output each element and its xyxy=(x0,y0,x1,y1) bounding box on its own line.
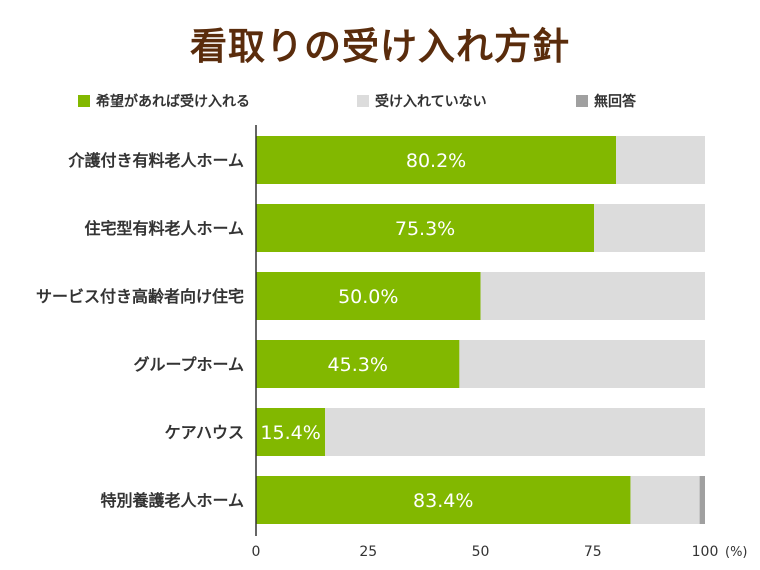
chart-title: 看取りの受け入れ方針 xyxy=(190,25,570,68)
bar-not-accept xyxy=(630,476,700,524)
legend: 希望があれば受け入れる 受け入れていない 無回答 xyxy=(0,91,760,111)
data-label: 75.3% xyxy=(395,218,455,240)
data-label: 45.3% xyxy=(328,354,388,376)
bar-accept xyxy=(256,476,631,524)
x-tick-label: 75 xyxy=(584,544,602,560)
bar-accept xyxy=(256,408,326,456)
bar-accept xyxy=(256,136,617,184)
category-label: サービス付き高齢者向け住宅 xyxy=(36,287,244,306)
bar-not-accept xyxy=(325,408,705,456)
legend-swatch-not-accept xyxy=(357,95,369,107)
x-tick-label: 50 xyxy=(472,544,490,560)
category-label: ケアハウス xyxy=(165,423,244,442)
category-label: 特別養護老人ホーム xyxy=(100,491,244,510)
category-label: 介護付き有料老人ホーム xyxy=(67,151,244,170)
legend-item-not-accept: 受け入れていない xyxy=(357,91,487,111)
data-label: 83.4% xyxy=(413,490,473,512)
x-tick-label: 25 xyxy=(359,544,377,560)
category-label: グループホーム xyxy=(133,355,244,374)
data-label: 80.2% xyxy=(406,150,466,172)
bar-no-answer xyxy=(699,476,705,524)
legend-swatch-accept xyxy=(78,95,90,107)
data-label: 50.0% xyxy=(338,286,398,308)
x-tick-label: 100 xyxy=(692,544,719,560)
bar-accept xyxy=(256,340,460,388)
bar-not-accept xyxy=(459,340,705,388)
bar-not-accept xyxy=(616,136,705,184)
legend-item-no-answer: 無回答 xyxy=(576,91,636,111)
bar-not-accept xyxy=(594,204,705,252)
legend-swatch-no-answer xyxy=(576,95,588,107)
legend-label-not-accept: 受け入れていない xyxy=(375,94,487,110)
x-tick-label: 0 xyxy=(252,544,261,560)
legend-item-accept: 希望があれば受け入れる xyxy=(78,91,250,111)
bar-not-accept xyxy=(480,272,705,320)
data-label: 15.4% xyxy=(260,422,320,444)
category-label: 住宅型有料老人ホーム xyxy=(84,219,244,238)
legend-label-no-answer: 無回答 xyxy=(594,94,636,110)
x-axis-unit: (%) xyxy=(725,545,748,560)
legend-label-accept: 希望があれば受け入れる xyxy=(96,94,250,110)
bar-accept xyxy=(256,204,595,252)
bar-accept xyxy=(256,272,481,320)
